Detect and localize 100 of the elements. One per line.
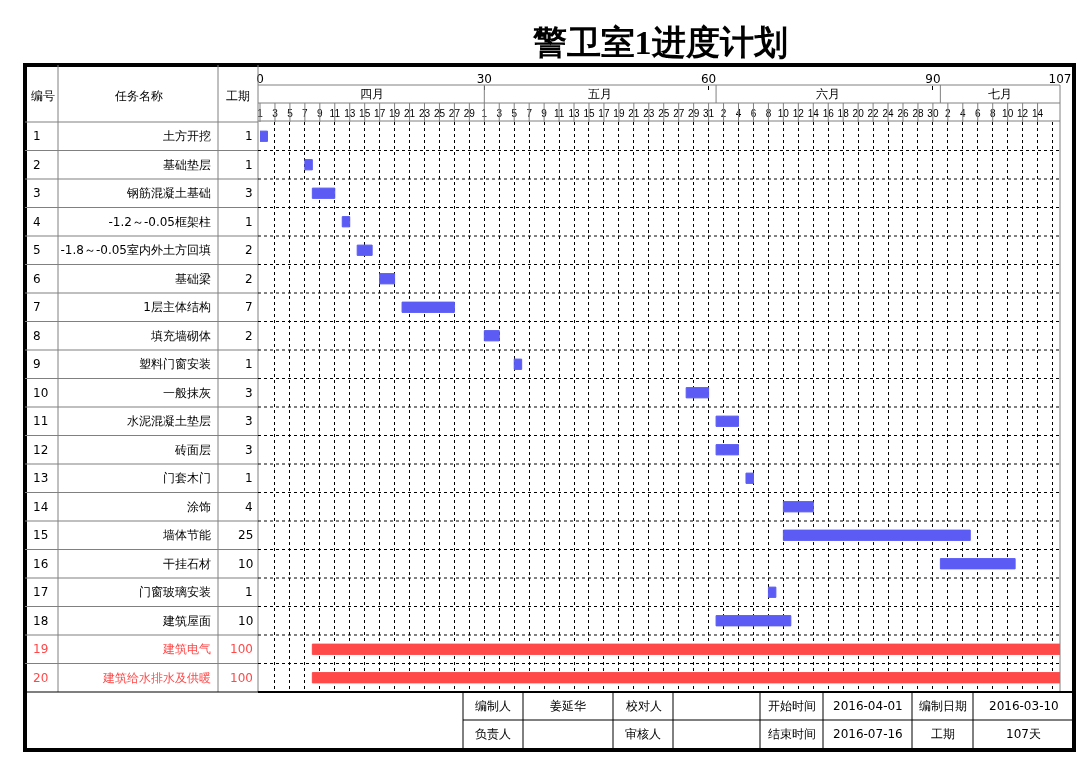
x2-tick-label: 14 [1032,108,1044,119]
data-label: 2 [245,329,253,343]
bar [767,586,777,598]
y-tick-label: 基础垫层 [163,157,211,172]
text: 7 [33,300,41,314]
text: 11 [33,414,49,428]
text: 工期 [226,89,250,103]
data-label: 3 [245,443,253,457]
y-tick-label: 砖面层 [174,442,211,457]
x2-tick-label: 19 [389,108,401,119]
x2-tick-label: 12 [792,108,805,119]
text: 校对人 [625,699,662,713]
x-tick-label: 0 [256,71,264,86]
x2-tick-label: 26 [897,108,909,119]
x2-tick-label: 3 [496,108,503,119]
bar [513,358,523,370]
bar [715,615,792,627]
x2-tick-label: 23 [418,108,431,119]
x2-tick-label: 13 [568,108,581,119]
x2-tick-label: 2 [945,108,952,119]
text: 14 [33,500,49,514]
x2-tick-label: 12 [1017,108,1029,119]
data-label: 1 [245,471,253,485]
x2-tick-label: 3 [272,108,279,119]
text: 编制人 [475,699,511,713]
bar [685,387,710,399]
chart-title: 警卫室1进度计划 [531,23,788,61]
bar [745,472,754,484]
y-tick-label: 一般抹灰 [163,385,211,400]
x2-tick-label: 19 [613,108,625,119]
x2-tick-label: 10 [1002,108,1014,119]
text: 编号 [31,89,55,103]
bar [311,187,336,199]
x2-tick-label: 29 [688,108,700,119]
x2-tick-label: 28 [912,108,924,119]
x2-tick-label: 15 [359,108,371,119]
bar [782,501,814,513]
x2-tick-label: 6 [974,108,981,119]
text: 9 [33,357,41,371]
x2-tick-label: 1 [481,108,488,119]
y-tick-label: 钢筋混凝土基础 [126,186,211,201]
data-label: 2 [245,272,253,286]
data-label: 100 [230,642,253,656]
x2-tick-label: 17 [598,108,610,119]
x2-tick-label: 5 [511,108,518,119]
text: 2016-07-16 [833,727,903,741]
x2-tick-label: 2 [720,108,727,119]
x-tick-label: 30 [476,71,492,86]
x2-tick-label: 11 [553,108,565,119]
text: 六月 [816,87,840,101]
bar [483,330,500,342]
bar [715,444,739,456]
text: 17 [33,585,49,599]
bar [379,273,396,285]
data-label: 3 [245,186,253,200]
data-label: 10 [238,614,254,628]
y-tick-label: -1.8～-0.05室内外土方回填 [60,243,211,258]
x2-tick-label: 24 [882,108,895,119]
bar [260,130,268,142]
data-label: 3 [245,386,253,400]
x2-tick-label: 30 [927,108,939,119]
data-label: 7 [245,300,253,314]
text: 8 [33,329,41,343]
y-tick-label: 填充墙砌体 [150,328,211,343]
y-tick-label: 水泥混凝土垫层 [127,414,211,429]
x2-tick-label: 22 [867,108,880,119]
text: 2016-03-10 [989,699,1059,713]
bar [715,415,739,427]
x2-tick-label: 14 [807,108,820,119]
x2-tick-label: 21 [403,108,416,119]
text: 107天 [1006,727,1041,741]
bar [401,301,455,313]
text: 15 [33,528,49,542]
text: 五月 [588,87,612,101]
x-tick-label: 107 [1048,71,1072,86]
x2-tick-label: 9 [317,108,324,119]
x2-tick-label: 18 [837,108,850,119]
text: 结束时间 [768,727,816,741]
x2-tick-label: 7 [526,108,533,119]
text: 四月 [360,87,384,101]
data-label: 2 [245,243,253,257]
x2-tick-label: 16 [822,108,835,119]
bar [311,643,1060,655]
data-label: 10 [238,557,254,571]
x2-tick-label: 1 [257,108,264,119]
data-label: 1 [245,129,253,143]
x2-tick-label: 7 [302,108,309,119]
text: 10 [33,386,49,400]
x2-tick-label: 17 [374,108,386,119]
text: 16 [33,557,49,571]
x2-tick-label: 15 [583,108,595,119]
text: 工期 [931,727,955,741]
text: 18 [33,614,49,628]
x2-tick-label: 27 [448,108,461,119]
data-label: 1 [245,357,253,371]
text: 编制日期 [919,699,967,713]
bar [341,216,351,228]
y-tick-label: 建筑给水排水及供暖 [102,670,211,685]
bar [311,672,1060,684]
bar [356,244,373,256]
